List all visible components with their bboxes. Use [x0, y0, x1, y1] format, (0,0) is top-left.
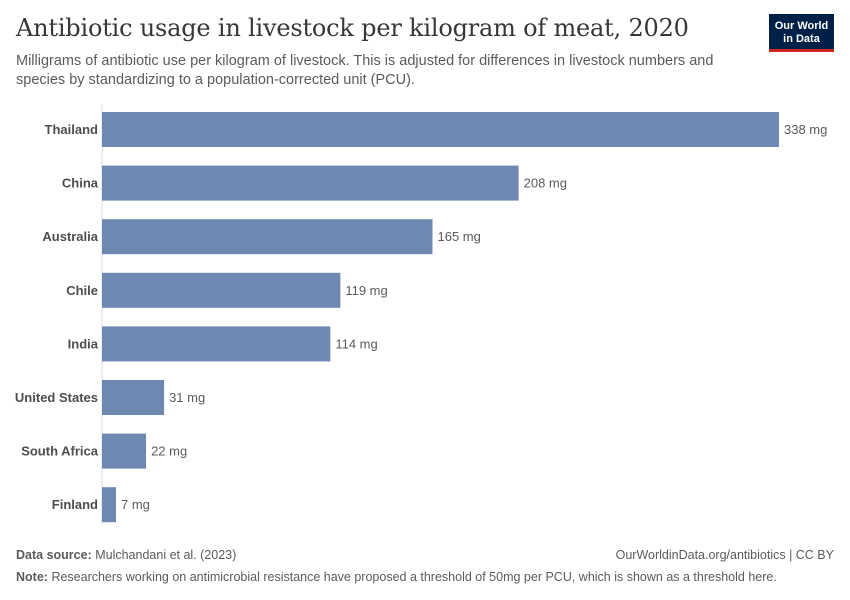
category-label: United States — [15, 390, 98, 405]
bar-thailand[interactable] — [102, 112, 779, 147]
bar-india[interactable] — [102, 326, 331, 362]
value-label: 208 mg — [524, 176, 567, 191]
chart-note: Note: Researchers working on antimicrobi… — [16, 570, 834, 584]
category-label: Chile — [66, 283, 98, 298]
bar-chile[interactable] — [102, 272, 341, 308]
data-source: Data source: Mulchandani et al. (2023) — [16, 548, 834, 562]
logo-line-1: Our World — [774, 20, 829, 32]
logo-line-2: in Data — [783, 33, 820, 45]
value-label: 114 mg — [335, 336, 377, 351]
bar-china[interactable] — [102, 165, 519, 201]
note-text: Researchers working on antimicrobial res… — [51, 570, 777, 584]
bar-finland[interactable] — [102, 487, 117, 523]
value-label: 119 mg — [345, 283, 387, 298]
bar-australia[interactable] — [102, 219, 433, 255]
value-label: 7 mg — [121, 497, 150, 512]
note-label: Note: — [16, 570, 48, 584]
owid-logo[interactable]: Our World in Data — [769, 14, 834, 52]
category-label: Finland — [52, 497, 98, 512]
category-label: China — [62, 176, 99, 191]
bar-united-states[interactable] — [102, 380, 165, 415]
source-url[interactable]: OurWorldinData.org/antibiotics | CC BY — [615, 548, 834, 562]
bar-chart: Thailand 338 mg China 208 mg Australia 165 mg… — [15, 104, 827, 524]
value-label: 22 mg — [151, 444, 187, 459]
category-label: Australia — [42, 229, 98, 244]
value-label: 165 mg — [437, 229, 480, 244]
bar-south-africa[interactable] — [102, 433, 147, 469]
source-text[interactable]: Mulchandani et al. (2023) — [95, 548, 237, 562]
chart-title: Antibiotic usage in livestock per kilogr… — [16, 14, 689, 42]
category-label: South Africa — [21, 444, 99, 459]
chart-subtitle: Milligrams of antibiotic use per kilogra… — [16, 53, 714, 88]
category-label: India — [68, 336, 99, 351]
source-label: Data source: — [16, 548, 92, 562]
category-label: Thailand — [45, 122, 99, 137]
value-label: 31 mg — [169, 390, 205, 405]
value-label: 338 mg — [784, 122, 827, 137]
